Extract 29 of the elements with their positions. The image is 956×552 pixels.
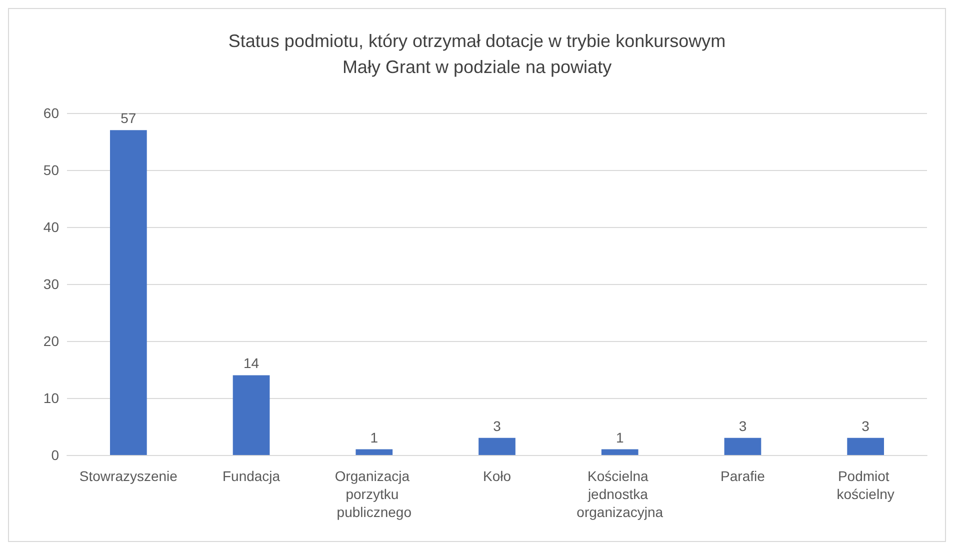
- y-tick-label: 50: [43, 162, 60, 178]
- bar: [601, 449, 638, 455]
- data-label: 1: [370, 429, 378, 446]
- y-tick-label: 0: [51, 447, 60, 463]
- x-tick-label: Podmiot kościelny: [836, 468, 894, 502]
- x-tick-label: Kościelna jednostka organizacyjna: [576, 468, 664, 520]
- y-tick-label: 40: [43, 219, 60, 235]
- bar: [478, 438, 516, 455]
- data-label: 14: [243, 355, 260, 372]
- bar: [356, 449, 393, 455]
- y-tick-label: 10: [43, 390, 60, 406]
- bar: [110, 130, 147, 455]
- y-tick-label: 30: [43, 276, 60, 292]
- bar: [232, 375, 270, 455]
- x-tick-label: Stowrazyszenie: [79, 468, 178, 484]
- x-tick-label: Parafie: [720, 468, 766, 484]
- x-tick-label: Organizacja porzytku publicznego: [334, 468, 414, 520]
- data-label: 57: [120, 110, 136, 126]
- x-tick-label: Koło: [482, 468, 512, 484]
- x-tick-label: Fundacja: [222, 468, 280, 484]
- data-label: 3: [862, 418, 870, 434]
- chart-title: Status podmiotu, który otrzymał dotacje w trybie konkursowym Mały Grant w podziale na powiaty: [228, 31, 726, 77]
- y-tick-label: 60: [43, 105, 60, 121]
- bar: [847, 438, 884, 455]
- data-label: 3: [493, 418, 502, 434]
- data-label: 3: [738, 418, 747, 434]
- bar: [724, 438, 762, 455]
- data-label: 1: [616, 429, 624, 446]
- y-tick-label: 20: [43, 333, 60, 349]
